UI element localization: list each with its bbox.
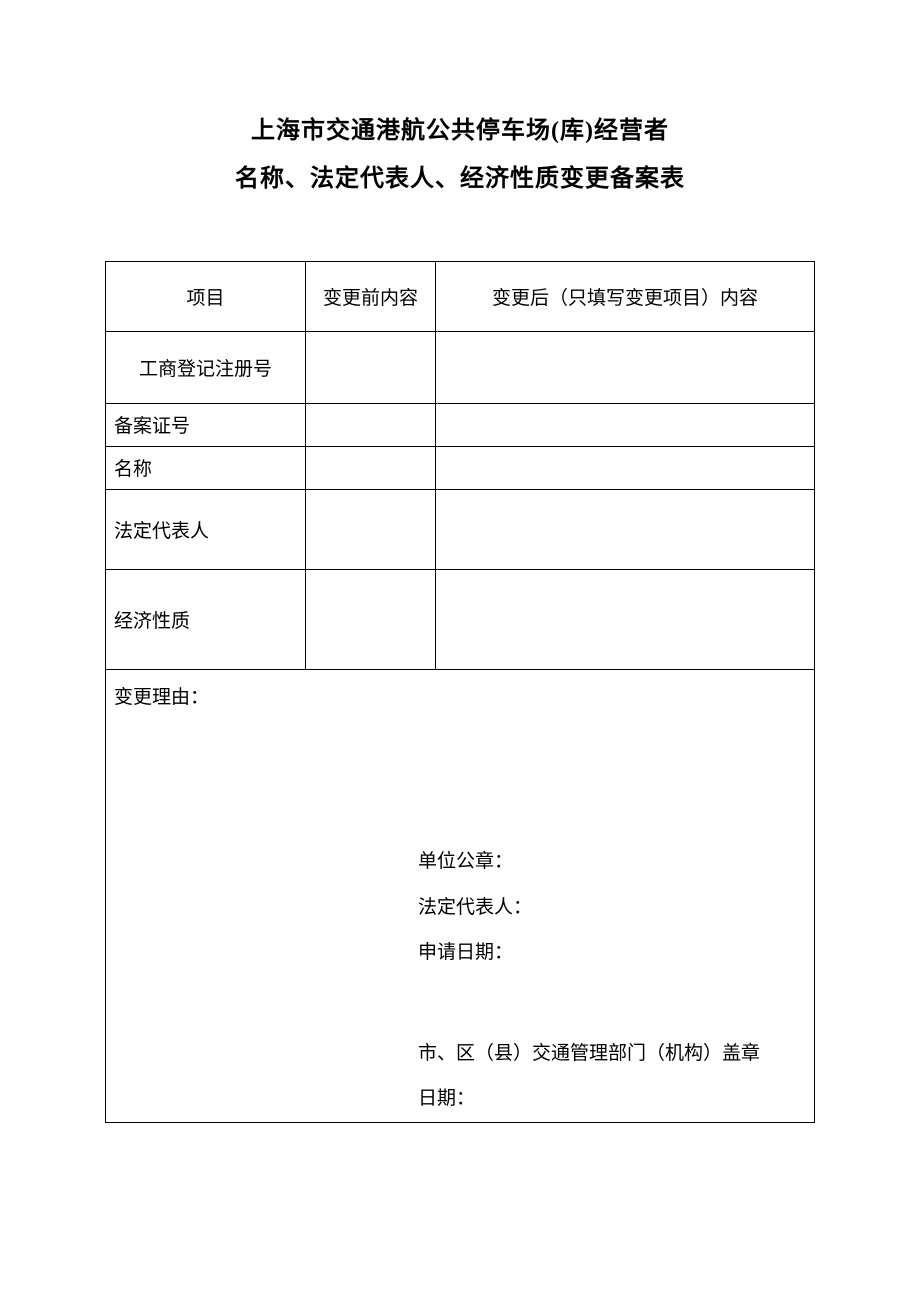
change-form-table: 项目 变更前内容 变更后（只填写变更项目）内容 工商登记注册号 备案证号 名称 …: [105, 261, 815, 1123]
header-item: 项目: [106, 261, 306, 331]
table-header-row: 项目 变更前内容 变更后（只填写变更项目）内容: [106, 261, 815, 331]
header-after: 变更后（只填写变更项目）内容: [436, 261, 815, 331]
cell-record-before[interactable]: [306, 403, 436, 446]
header-before: 变更前内容: [306, 261, 436, 331]
row-reason: 变更理由： 单位公章： 法定代表人： 申请日期： 市、区（县）交通管理部门（机构…: [106, 669, 815, 1122]
cell-economic-after[interactable]: [436, 569, 815, 669]
cell-legal-before[interactable]: [306, 489, 436, 569]
label-economic: 经济性质: [106, 569, 306, 669]
cell-registration-after[interactable]: [436, 331, 815, 403]
label-legal-rep: 法定代表人: [106, 489, 306, 569]
authority-stamp: 市、区（县）交通管理部门（机构）盖章: [418, 1031, 806, 1077]
reason-cell: 变更理由： 单位公章： 法定代表人： 申请日期： 市、区（县）交通管理部门（机构…: [106, 669, 815, 1122]
authority-section: 市、区（县）交通管理部门（机构）盖章 日期：: [418, 1031, 806, 1122]
row-name: 名称: [106, 446, 815, 489]
stamp-section: 单位公章： 法定代表人： 申请日期：: [418, 839, 806, 976]
row-record-no: 备案证号: [106, 403, 815, 446]
title-line-2: 名称、法定代表人、经济性质变更备案表: [105, 153, 815, 206]
cell-name-after[interactable]: [436, 446, 815, 489]
stamp-date: 申请日期：: [418, 930, 806, 976]
label-record-no: 备案证号: [106, 403, 306, 446]
row-registration: 工商登记注册号: [106, 331, 815, 403]
cell-name-before[interactable]: [306, 446, 436, 489]
cell-registration-before[interactable]: [306, 331, 436, 403]
row-legal-rep: 法定代表人: [106, 489, 815, 569]
stamp-unit: 单位公章：: [418, 839, 806, 885]
reason-label: 变更理由：: [114, 682, 806, 709]
cell-economic-before[interactable]: [306, 569, 436, 669]
cell-record-after[interactable]: [436, 403, 815, 446]
document-title: 上海市交通港航公共停车场(库)经营者 名称、法定代表人、经济性质变更备案表: [105, 110, 815, 206]
cell-legal-after[interactable]: [436, 489, 815, 569]
stamp-legal: 法定代表人：: [418, 885, 806, 931]
label-registration: 工商登记注册号: [106, 331, 306, 403]
row-economic: 经济性质: [106, 569, 815, 669]
title-line-1: 上海市交通港航公共停车场(库)经营者: [105, 110, 815, 153]
label-name: 名称: [106, 446, 306, 489]
authority-date: 日期：: [418, 1076, 806, 1122]
